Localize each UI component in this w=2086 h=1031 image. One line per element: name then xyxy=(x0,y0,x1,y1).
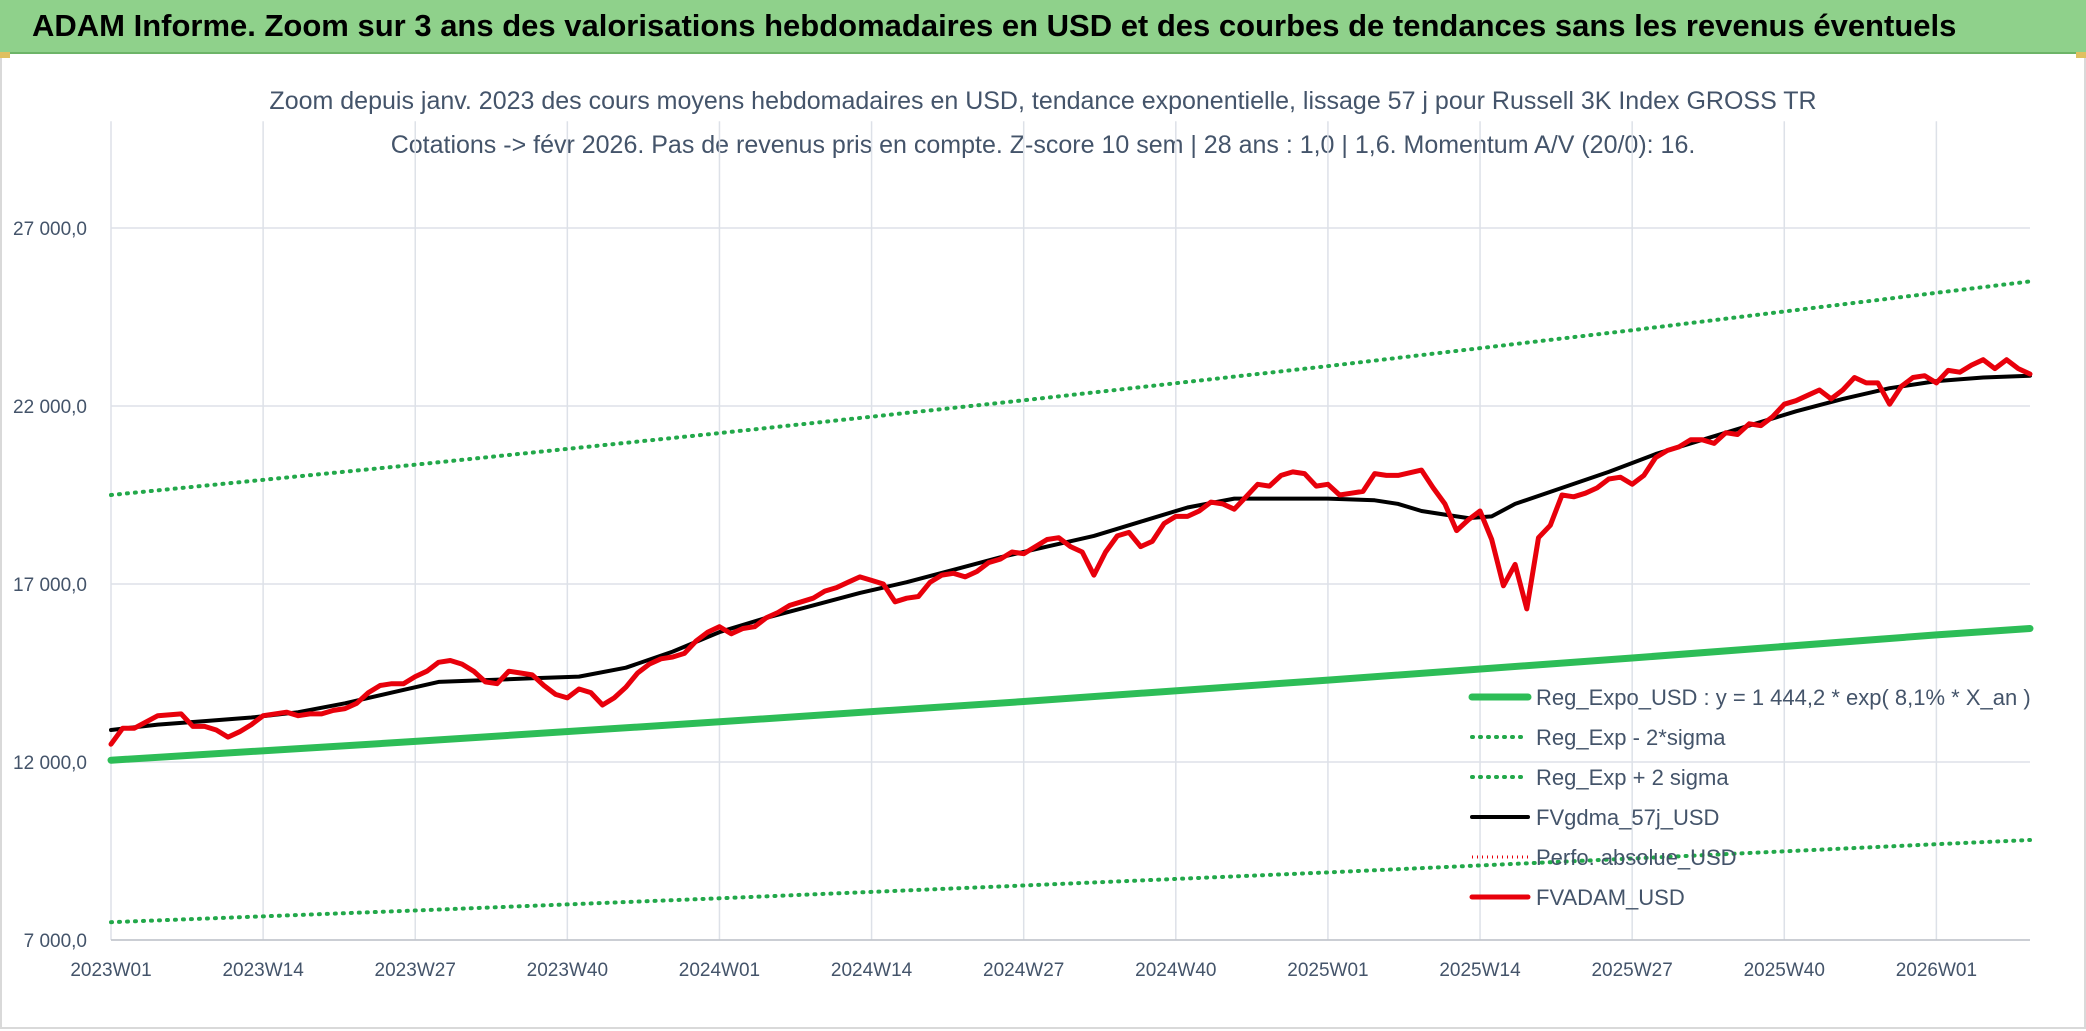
y-tick-label: 22 000,0 xyxy=(13,397,87,418)
series-lines xyxy=(107,279,2034,925)
x-tick-label: 2025W01 xyxy=(1287,960,1368,981)
axis-tick-labels: 7 000,0 12 000,0 17 000,0 22 000,0 27 000,0 2… xyxy=(13,219,1977,981)
legend-label: Reg_Exp + 2 sigma xyxy=(1536,765,1729,790)
legend-label: FVgdma_57j_USD xyxy=(1536,805,1719,830)
gridlines xyxy=(110,121,2030,941)
y-tick-label: 12 000,0 xyxy=(13,753,87,774)
y-tick-label: 7 000,0 xyxy=(24,931,87,952)
legend-label: Perfo. absolue_USD xyxy=(1536,845,1737,870)
chart-subtitle: Cotations -> févr 2026. Pas de revenus p… xyxy=(391,131,1696,159)
x-tick-label: 2026W01 xyxy=(1896,960,1977,981)
x-tick-label: 2025W40 xyxy=(1744,960,1825,981)
x-tick-label: 2025W27 xyxy=(1591,960,1672,981)
x-tick-label: 2024W40 xyxy=(1135,960,1216,981)
legend-label: Reg_Expo_USD : y = 1 444,2 * exp( 8,1% *… xyxy=(1536,685,2031,710)
x-tick-label: 2023W14 xyxy=(222,960,304,981)
y-tick-label: 17 000,0 xyxy=(13,575,87,596)
chart-title: Zoom depuis janv. 2023 des cours moyens … xyxy=(269,87,1816,115)
x-tick-label: 2023W01 xyxy=(70,960,151,981)
y-tick-label: 27 000,0 xyxy=(13,219,87,240)
legend-label: Reg_Exp - 2*sigma xyxy=(1536,725,1726,750)
reg-exp-plus-2sigma-line xyxy=(109,279,2032,497)
x-tick-label: 2024W27 xyxy=(983,960,1064,981)
x-tick-label: 2023W27 xyxy=(375,960,456,981)
corner-mark-right xyxy=(2076,52,2086,58)
reg-exp-minus-2sigma-line xyxy=(109,838,2032,925)
legend-label: FVADAM_USD xyxy=(1536,885,1685,910)
legend: Reg_Expo_USD : y = 1 444,2 * exp( 8,1% *… xyxy=(1468,685,2031,910)
x-tick-label: 2024W14 xyxy=(831,960,913,981)
reg-expo-line xyxy=(107,625,2034,764)
x-tick-label: 2024W01 xyxy=(679,960,760,981)
chart-frame xyxy=(0,52,2086,1029)
title-banner: ADAM Informe. Zoom sur 3 ans des valoris… xyxy=(0,0,2086,54)
fvadam-line xyxy=(108,357,2033,747)
corner-mark-left xyxy=(0,52,10,58)
page-title: ADAM Informe. Zoom sur 3 ans des valoris… xyxy=(32,8,1957,43)
x-tick-label: 2025W14 xyxy=(1439,960,1521,981)
x-tick-label: 2023W40 xyxy=(527,960,608,981)
